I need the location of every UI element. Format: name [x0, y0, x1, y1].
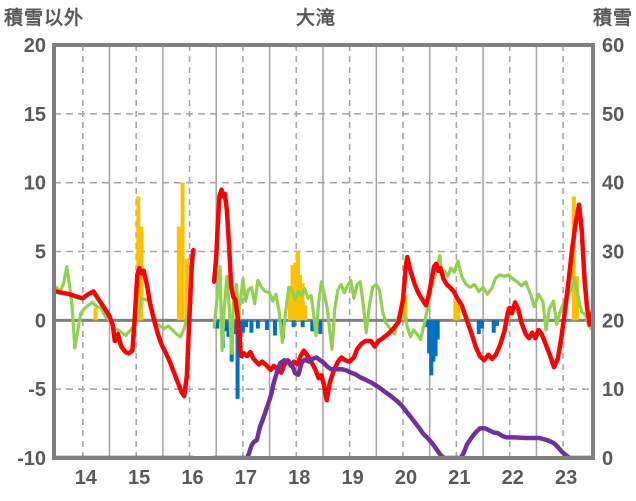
blue-bar: [310, 320, 315, 332]
left-axis-tick-label: 0: [35, 310, 46, 332]
blue-bar: [232, 320, 237, 335]
orange-bar: [176, 226, 181, 321]
blue-bar: [318, 320, 323, 335]
x-axis-tick-label: 15: [128, 467, 150, 489]
blue-bar: [431, 320, 436, 362]
x-axis-tick-label: 21: [448, 467, 470, 489]
blue-bar: [264, 320, 269, 330]
blue-bar: [435, 320, 440, 340]
blue-bar: [226, 320, 231, 337]
chart-title: 大滝: [295, 8, 337, 29]
blue-bar: [272, 320, 277, 336]
orange-bar: [93, 307, 98, 321]
red-line: [55, 247, 196, 399]
right-axis-tick-label: 50: [602, 104, 624, 126]
blue-bar: [223, 320, 228, 332]
orange-bar: [571, 196, 576, 321]
x-axis-tick-label: 20: [395, 467, 417, 489]
blue-bar: [255, 320, 260, 329]
blue-bar: [494, 320, 499, 326]
right-axis-tick-label: 0: [602, 448, 613, 470]
x-axis-tick-label: 23: [555, 467, 577, 489]
blue-bar: [249, 320, 254, 333]
blue-bar: [427, 320, 432, 354]
right-axis-tick-label: 60: [602, 35, 624, 57]
blue-bar: [244, 320, 249, 328]
blue-bar: [491, 320, 496, 333]
blue-bar: [425, 320, 430, 328]
orange-bar: [295, 251, 300, 321]
left-axis-tick-label: 20: [24, 35, 46, 57]
left-axis-title: 積雪以外: [4, 8, 85, 29]
orange-bar: [136, 196, 141, 321]
blue-bar: [300, 320, 305, 328]
blue-bar: [240, 320, 245, 333]
blue-bar: [291, 320, 296, 328]
blue-bar: [215, 320, 220, 329]
orange-bar: [287, 285, 292, 321]
orange-bar: [293, 262, 298, 321]
x-axis-tick-label: 18: [288, 467, 310, 489]
orange-bar: [403, 295, 408, 321]
blue-bar: [235, 320, 240, 399]
x-axis-tick-label: 16: [181, 467, 203, 489]
orange-bar: [180, 182, 185, 321]
x-axis-tick-label: 19: [342, 467, 364, 489]
right-axis-tick-label: 20: [602, 310, 624, 332]
right-axis-title: 積雪: [592, 8, 633, 29]
purple-line: [211, 355, 592, 457]
blue-bar: [476, 320, 481, 335]
x-axis-tick-label: 14: [75, 467, 98, 489]
gridlines: [54, 45, 593, 458]
right-axis-tick-label: 40: [602, 173, 624, 195]
red-line: [211, 187, 592, 403]
green-line: [212, 254, 592, 355]
left-axis-tick-label: 15: [24, 104, 46, 126]
left-axis-tick-label: -10: [17, 448, 46, 470]
left-axis-tick-label: 10: [24, 173, 46, 195]
right-axis-tick-label: 30: [602, 242, 624, 264]
right-axis-tick-label: 10: [602, 379, 624, 401]
orange-bar: [184, 258, 189, 321]
blue-bar: [479, 320, 484, 329]
blue-bar: [433, 320, 438, 357]
x-axis-tick-label: 22: [502, 467, 524, 489]
green-line: [55, 265, 194, 350]
x-axis-tick-label: 17: [235, 467, 257, 489]
orange-bar: [453, 298, 458, 321]
blue-bar: [429, 320, 434, 376]
orange-bar: [300, 283, 305, 321]
orange-bar: [298, 274, 303, 321]
orange-bar: [456, 303, 461, 321]
left-axis-tick-label: -5: [28, 379, 46, 401]
left-axis-tick-label: 5: [35, 242, 46, 264]
plot-frame: [52, 43, 595, 460]
series-marks: [55, 182, 592, 457]
orange-bar: [303, 305, 308, 321]
